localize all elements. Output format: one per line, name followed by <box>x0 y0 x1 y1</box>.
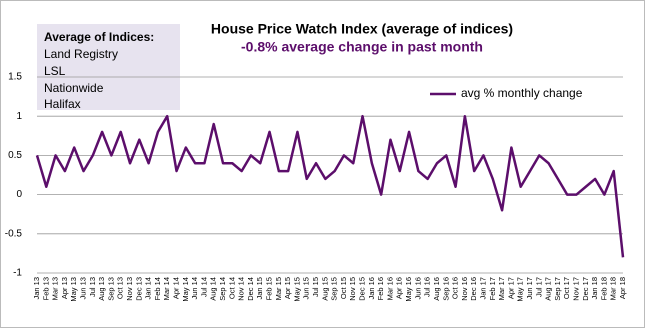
x-tick-label: Jun 17 <box>525 277 534 300</box>
x-tick-label: Oct 14 <box>227 277 236 299</box>
x-tick-label: Jan 14 <box>144 277 153 300</box>
series-line <box>35 114 625 258</box>
x-tick-label: Nov 15 <box>348 277 357 301</box>
y-tick-label: 1 <box>16 111 22 122</box>
x-tick-label: Dec 17 <box>581 277 590 301</box>
x-tick-label: Jan 16 <box>367 277 376 300</box>
chart-subtitle: -0.8% average change in past month <box>241 39 483 55</box>
box-item: Halifax <box>44 97 81 111</box>
x-tick-label: Jun 16 <box>413 277 422 300</box>
x-tick-label: May 15 <box>292 277 301 302</box>
x-tick-label: Oct 15 <box>339 277 348 299</box>
y-tick-label: 0 <box>16 189 22 200</box>
x-tick-label: Dec 15 <box>358 277 367 301</box>
x-tick-label: Sep 17 <box>553 277 562 301</box>
x-tick-label: Apr 15 <box>283 277 292 299</box>
x-tick-label: Nov 13 <box>125 277 134 301</box>
x-tick-label: Sep 13 <box>106 277 115 301</box>
box-heading: Average of Indices: <box>44 30 154 44</box>
x-tick-label: Mar 14 <box>162 277 171 300</box>
chart-title: House Price Watch Index (average of indi… <box>211 21 513 37</box>
x-tick-label: Aug 13 <box>97 277 106 301</box>
x-tick-label: Mar 15 <box>274 277 283 300</box>
x-tick-label: May 14 <box>181 277 190 302</box>
x-tick-label: Feb 18 <box>599 277 608 300</box>
x-tick-label: Feb 16 <box>376 277 385 300</box>
x-tick-label: Aug 15 <box>320 277 329 301</box>
x-tick-label: May 17 <box>516 277 525 302</box>
x-tick-label: Jul 17 <box>534 277 543 297</box>
x-tick-label: Apr 14 <box>172 277 181 299</box>
x-tick-label: Jan 15 <box>255 277 264 300</box>
x-tick-label: Jul 15 <box>311 277 320 297</box>
x-tick-label: Apr 16 <box>395 277 404 299</box>
x-tick-label: Dec 14 <box>246 277 255 301</box>
x-tick-label: Aug 16 <box>432 277 441 301</box>
box-item: Nationwide <box>44 81 104 95</box>
x-tick-label: Mar 18 <box>609 277 618 300</box>
x-tick-label: Feb 13 <box>41 277 50 300</box>
y-tick-label: -0.5 <box>5 228 23 239</box>
x-tick-label: Sep 15 <box>330 277 339 301</box>
x-tick-label: May 16 <box>404 277 413 302</box>
x-tick-label: Jan 13 <box>32 277 41 300</box>
x-tick-label: Mar 16 <box>385 277 394 300</box>
x-tick-label: Jul 13 <box>88 277 97 297</box>
x-tick-label: Apr 18 <box>618 277 627 299</box>
x-tick-label: Sep 16 <box>441 277 450 301</box>
x-tick-label: Sep 14 <box>218 277 227 301</box>
x-tick-label: Jun 13 <box>78 277 87 300</box>
legend-label: avg % monthly change <box>461 86 583 100</box>
x-tick-label: Apr 17 <box>506 277 515 299</box>
x-tick-label: Nov 17 <box>571 277 580 301</box>
x-tick-label: Dec 13 <box>134 277 143 301</box>
x-tick-label: Nov 14 <box>237 277 246 301</box>
x-tick-label: Mar 13 <box>51 277 60 300</box>
index-box <box>37 24 180 110</box>
box-item: LSL <box>44 64 66 78</box>
x-tick-label: Oct 17 <box>562 277 571 299</box>
x-tick-label: Aug 14 <box>209 277 218 301</box>
x-tick-label: Jan 18 <box>590 277 599 300</box>
x-tick-label: Oct 13 <box>116 277 125 299</box>
x-tick-label: May 13 <box>69 277 78 302</box>
x-tick-label: Nov 16 <box>460 277 469 301</box>
x-tick-label: Apr 13 <box>60 277 69 299</box>
box-item: Land Registry <box>44 47 118 61</box>
x-tick-label: Feb 17 <box>488 277 497 300</box>
x-tick-label: Jun 14 <box>190 277 199 300</box>
x-tick-label: Feb 15 <box>265 277 274 300</box>
x-tick-label: Jun 15 <box>302 277 311 300</box>
x-tick-label: Jul 14 <box>199 277 208 297</box>
x-tick-label: Feb 14 <box>153 277 162 300</box>
x-tick-label: Aug 17 <box>544 277 553 301</box>
y-tick-label: 1.5 <box>8 72 22 83</box>
x-tick-label: Oct 16 <box>451 277 460 299</box>
x-tick-label: Jul 16 <box>423 277 432 297</box>
x-tick-label: Dec 16 <box>469 277 478 301</box>
x-tick-label: Mar 17 <box>497 277 506 300</box>
y-tick-label: 0.5 <box>8 150 22 161</box>
x-tick-label: Jan 17 <box>478 277 487 300</box>
y-tick-label: -1 <box>13 268 22 279</box>
